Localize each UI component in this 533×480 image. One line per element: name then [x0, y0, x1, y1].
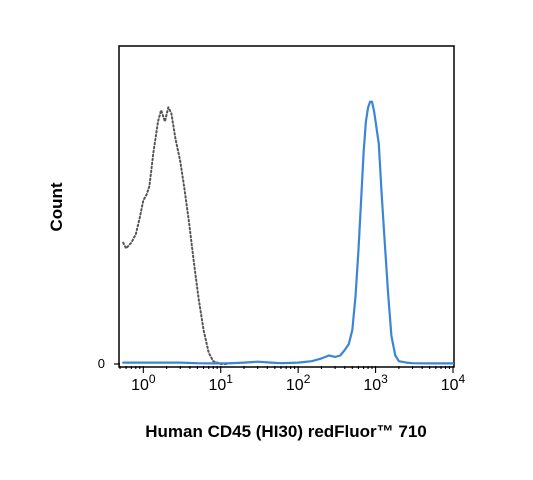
y-axis-label: Count	[47, 182, 66, 231]
x-tick-label: 101	[208, 372, 233, 394]
series-layer	[122, 100, 455, 365]
plot-frame	[118, 45, 455, 368]
series-line-2	[122, 100, 455, 365]
series-line-1	[122, 106, 228, 365]
y-axis: 0	[98, 356, 120, 371]
x-tick-label: 102	[286, 372, 311, 394]
x-axis: 100 101 102 103 104	[119, 366, 466, 394]
x-tick-label: 100	[131, 372, 156, 394]
x-tick-label: 103	[363, 372, 388, 394]
y-tick-label: 0	[98, 356, 105, 371]
x-tick-label: 104	[441, 372, 466, 394]
x-axis-label: Human CD45 (HI30) redFluor™ 710	[145, 422, 427, 441]
